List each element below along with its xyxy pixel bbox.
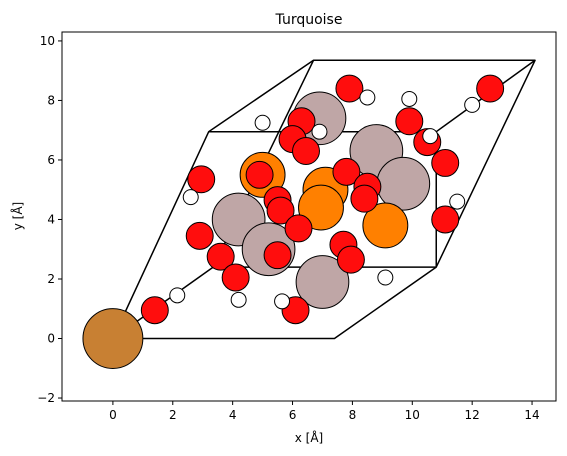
atom-o bbox=[335, 74, 364, 103]
plot-area bbox=[82, 59, 536, 369]
atom-al bbox=[376, 156, 431, 211]
atom-h bbox=[254, 114, 271, 131]
atom-h bbox=[422, 128, 439, 145]
atom-o bbox=[185, 221, 214, 250]
atom-o bbox=[431, 148, 460, 177]
atom-o bbox=[395, 107, 424, 136]
x-tick-label: 6 bbox=[289, 408, 297, 422]
atom-o bbox=[292, 137, 320, 166]
atom-o bbox=[431, 205, 460, 234]
x-tick-label: 2 bbox=[169, 408, 177, 422]
atom-h bbox=[377, 269, 394, 286]
y-axis-label: y [Å] bbox=[10, 202, 25, 231]
atom-h bbox=[311, 123, 328, 140]
y-tick-label: −2 bbox=[37, 391, 55, 405]
atom-h bbox=[169, 287, 186, 304]
atom-p bbox=[298, 184, 344, 231]
y-tick-label: 10 bbox=[40, 34, 55, 48]
atom-h bbox=[449, 193, 466, 210]
atom-h bbox=[401, 90, 418, 107]
y-tick-label: 4 bbox=[47, 212, 55, 226]
atom-p bbox=[362, 202, 409, 249]
x-tick-label: 10 bbox=[405, 408, 420, 422]
atom-h bbox=[274, 293, 291, 310]
x-tick-label: 14 bbox=[524, 408, 539, 422]
x-tick-label: 12 bbox=[465, 408, 480, 422]
y-tick-label: 0 bbox=[47, 332, 55, 346]
chart-title: Turquoise bbox=[275, 12, 343, 28]
atom-o bbox=[187, 165, 216, 194]
atom-cu bbox=[82, 308, 144, 369]
atom-o bbox=[350, 184, 379, 213]
y-tick-label: 2 bbox=[47, 272, 55, 286]
atom-o bbox=[332, 157, 361, 186]
x-tick-label: 0 bbox=[109, 408, 117, 422]
unit-cell bbox=[112, 59, 536, 340]
y-tick-label: 6 bbox=[47, 153, 55, 167]
axis-ticks: 0 2 4 6 8 10 12 14 −2 0 2 4 6 8 10 bbox=[37, 34, 539, 422]
x-tick-label: 4 bbox=[229, 408, 237, 422]
y-tick-label: 8 bbox=[47, 93, 55, 107]
x-axis-label: x [Å] bbox=[295, 430, 324, 445]
atom-h bbox=[464, 96, 481, 113]
atom-o bbox=[284, 214, 313, 243]
atoms bbox=[82, 74, 505, 369]
atom-o bbox=[476, 74, 505, 103]
atom-o bbox=[206, 242, 235, 271]
atom-o bbox=[140, 296, 169, 325]
x-tick-label: 8 bbox=[349, 408, 357, 422]
atom-o bbox=[245, 160, 274, 189]
atom-o bbox=[336, 245, 365, 274]
atom-h bbox=[230, 291, 247, 308]
atom-h bbox=[359, 89, 376, 106]
atom-al bbox=[295, 255, 350, 309]
axes-frame bbox=[61, 31, 557, 402]
atom-h bbox=[182, 189, 199, 206]
atom-o bbox=[266, 196, 295, 225]
atom-o bbox=[221, 263, 250, 292]
atom-o bbox=[263, 241, 292, 270]
